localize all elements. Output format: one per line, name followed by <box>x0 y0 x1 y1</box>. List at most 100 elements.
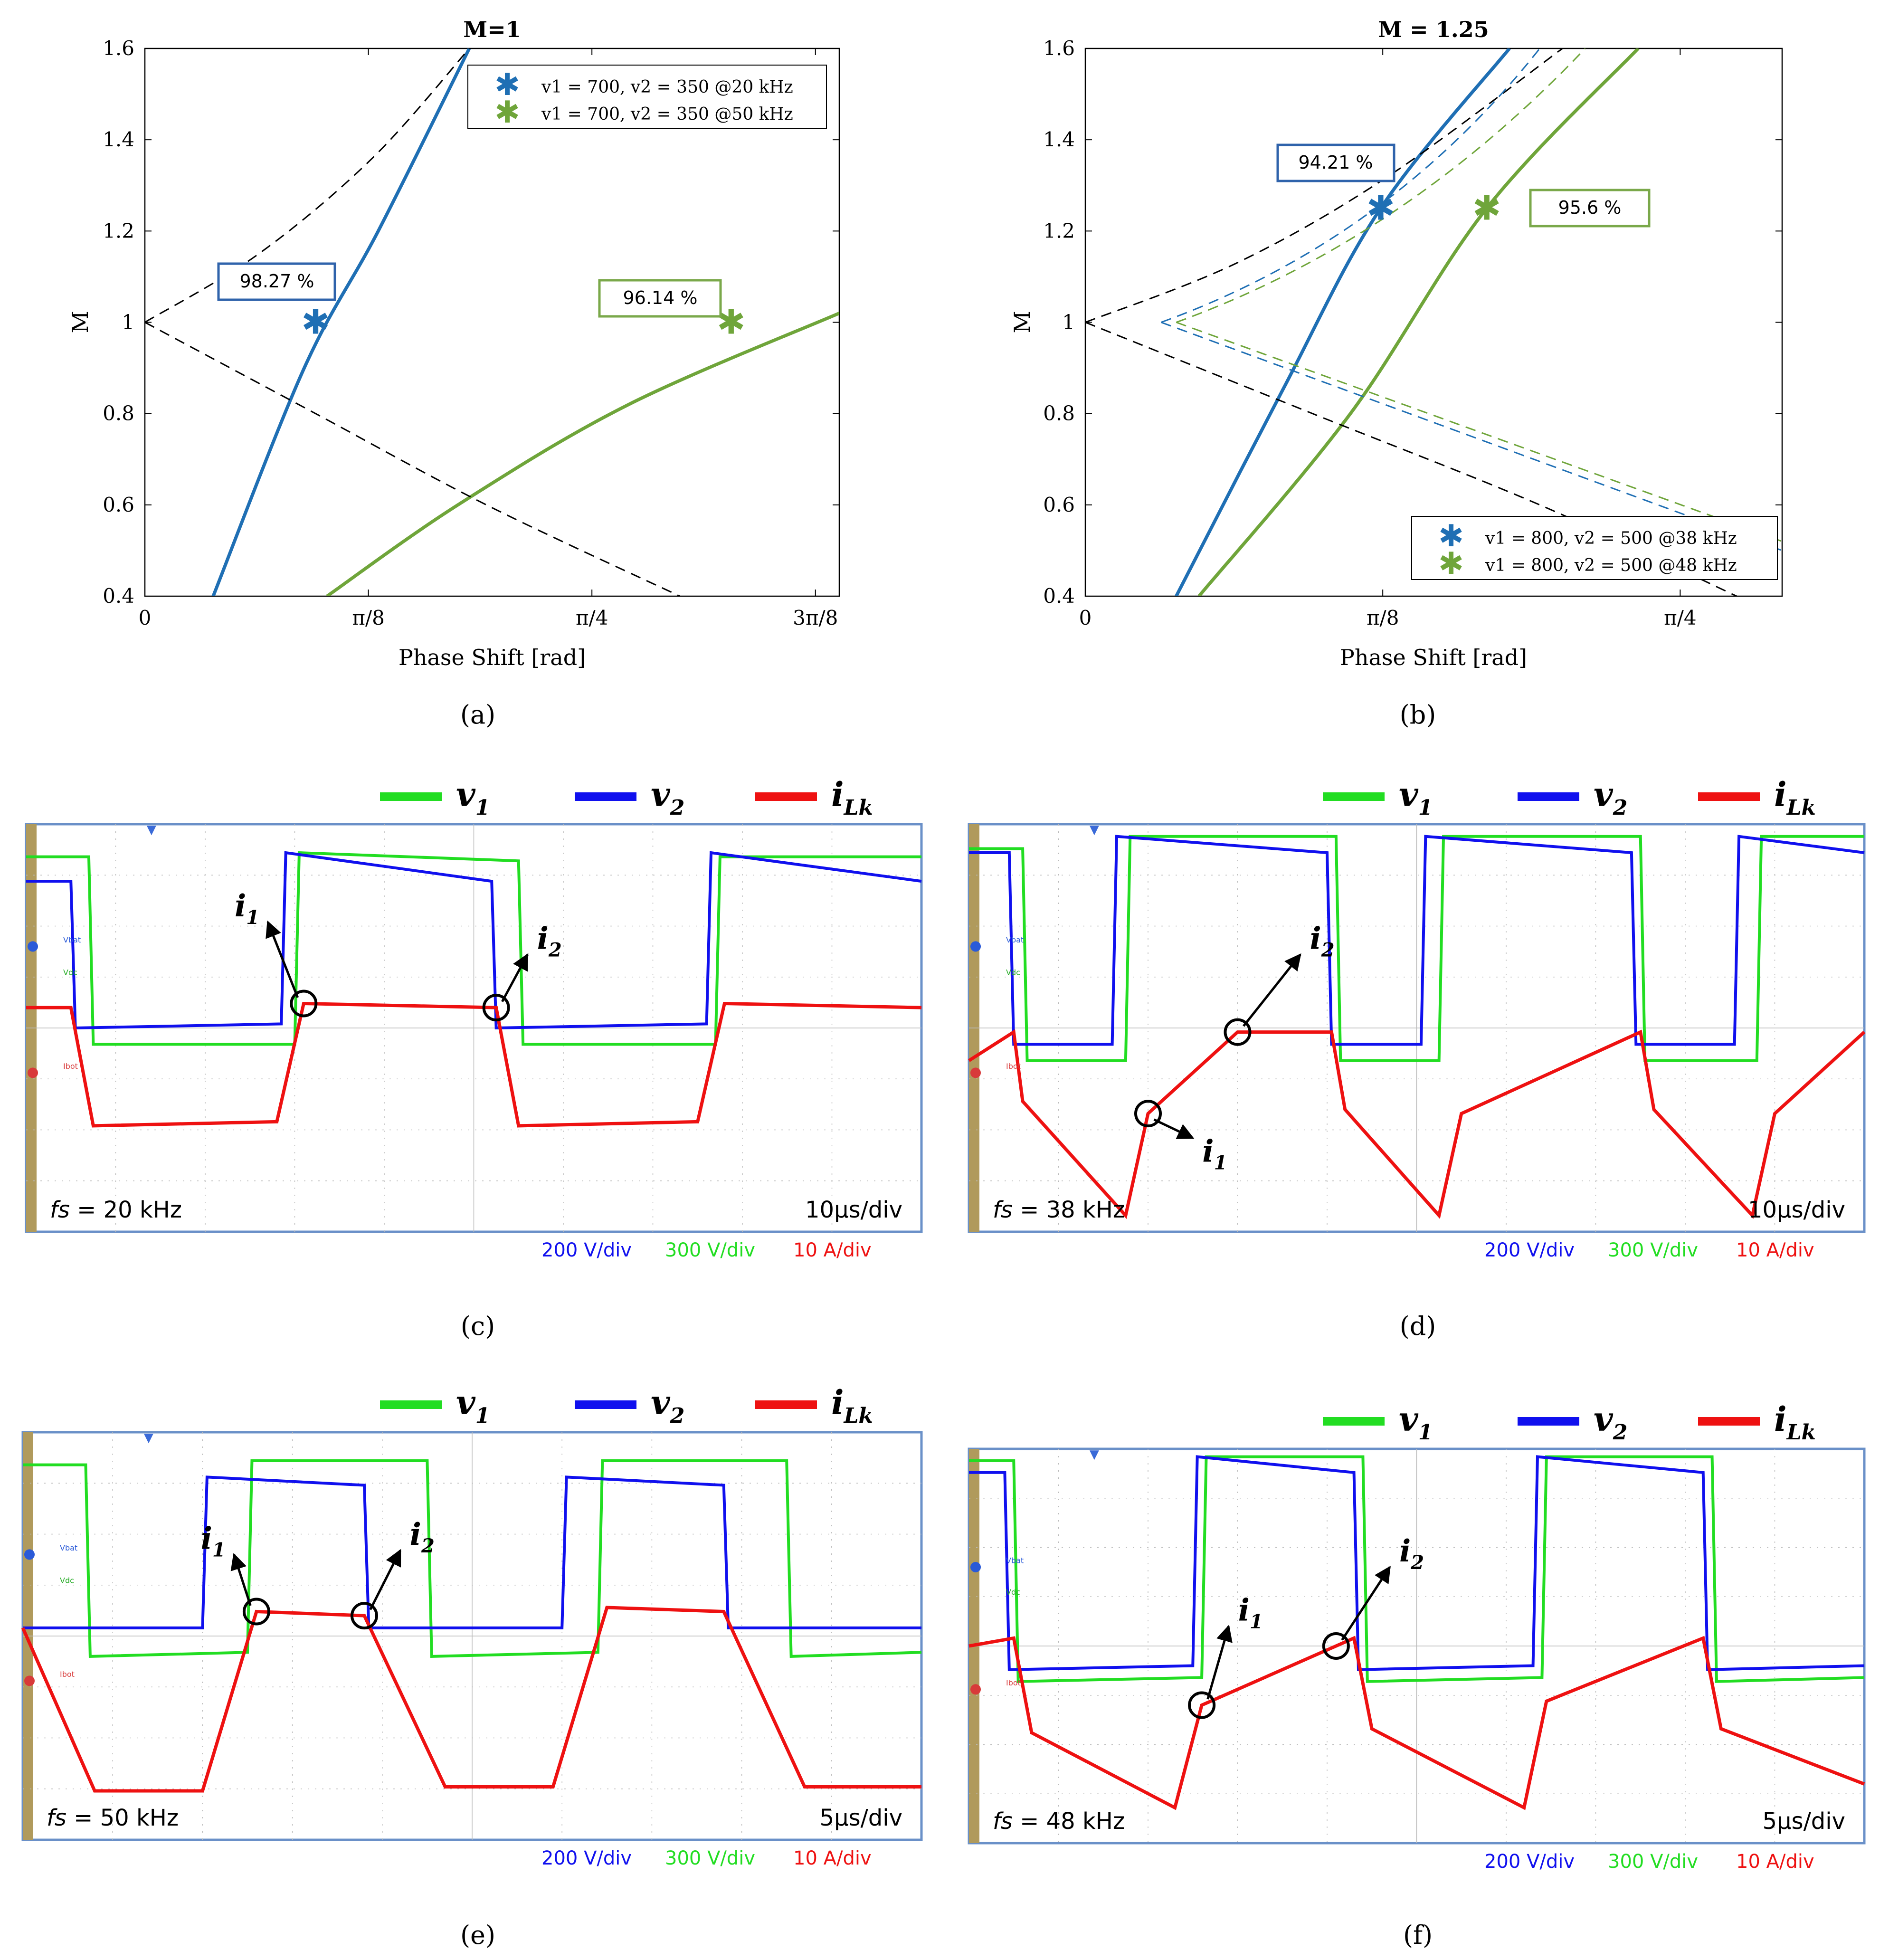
xtick-label-0-2: π/4 <box>576 606 608 629</box>
circle-i2-f <box>1322 1632 1350 1660</box>
annotation-box-b-green: 95.6 % <box>1529 189 1651 228</box>
label-i2-sub: 2 <box>421 1535 435 1557</box>
trace-v2-d <box>969 835 1865 1046</box>
label-i1-main: i <box>1202 1134 1214 1170</box>
chart-b: ✱ ✱ 0 π/8 π/40.40.60.811.21.41.6 M = 1.25 P… <box>1009 17 1783 730</box>
label-i2-main: i <box>1310 921 1321 957</box>
ch2-marker-f <box>970 1684 981 1695</box>
legend-a-marker-blue: ✱ <box>494 67 520 103</box>
legend-main-v1: v <box>1399 1399 1419 1439</box>
arrow-i2-c <box>501 953 529 1002</box>
xtick-label-1-1: π/8 <box>1367 606 1399 629</box>
ytick-label-1-0: 0.4 <box>1043 584 1075 608</box>
legend-label-v1-f: v1 <box>1399 1399 1433 1445</box>
annotation-box-b-blue: 94.21 % <box>1276 143 1395 182</box>
label-i2-main: i <box>537 921 549 957</box>
time-div-c: 10µs/div <box>805 1197 902 1223</box>
xlabel-a: Phase Shift [rad] <box>399 645 586 670</box>
ytick-label-1-2: 0.8 <box>1043 402 1075 425</box>
legend-b-marker-blue: ✱ <box>1438 519 1464 554</box>
helper-lower-1 <box>1176 322 1782 542</box>
legend-main-ilk: i <box>1774 1399 1787 1439</box>
series-group-b: ✱ ✱ <box>1085 48 1782 596</box>
i-label-e: Ibot <box>60 1670 75 1679</box>
scope-legend-e: v1 v2 iLk <box>380 1383 873 1428</box>
xtick-label-1-2: π/4 <box>1664 606 1696 629</box>
scale-i-d: 10 A/div <box>1736 1239 1814 1261</box>
legend-label-v2-e: v2 <box>651 1383 684 1428</box>
label-i1-f: i1 <box>1238 1593 1263 1633</box>
ch2-marker-c <box>28 1067 38 1078</box>
legend-main-ilk: i <box>831 775 844 814</box>
ytick-label-1-3: 1 <box>1062 311 1075 334</box>
scale-i-c: 10 A/div <box>793 1239 872 1261</box>
scale-v2-f: 200 V/div <box>1484 1851 1575 1873</box>
legend-sub-ilk: Lk <box>1786 796 1816 820</box>
fs-value: = 48 kHz <box>1013 1808 1125 1835</box>
legend-label-ilk-d: iLk <box>1774 775 1816 820</box>
legend-label-v2-f: v2 <box>1594 1399 1627 1445</box>
arrow-i2-d <box>1243 953 1301 1027</box>
helper-lower-0 <box>1160 322 1782 552</box>
xtick-label-0-1: π/8 <box>352 606 384 629</box>
legend-b: ✱ v1 = 800, v2 = 500 @38 kHz ✱ v1 = 800,… <box>1411 516 1778 581</box>
time-div-e: 5µs/div <box>820 1805 902 1831</box>
xtick-label-1-0: 0 <box>1079 606 1092 629</box>
legend-label-v1-c: v1 <box>456 775 490 820</box>
label-i2-sub: 2 <box>1410 1551 1424 1574</box>
annotation-a-blue: 98.27 % <box>240 271 314 292</box>
ticks-group-b: 0 π/8 π/4 0.4 0.6 0.8 1 1.2 1.4 1.6 <box>1043 37 1782 629</box>
circle-i2-c <box>482 994 510 1022</box>
trace-v1-f <box>969 1455 1865 1683</box>
chart-a: ✱ ✱ 0 π/8 π/4 3π/80.40.60.811.21.41.6 M=1 Ph… <box>67 17 840 730</box>
fs-prefix: fs <box>47 1805 66 1831</box>
scope-legend-d: v1 v2 iLk <box>1323 775 1816 820</box>
legend-label-v2-d: v2 <box>1594 775 1627 820</box>
legend-sub-ilk: Lk <box>1786 1420 1816 1445</box>
scale-v2-d: 200 V/div <box>1484 1239 1575 1261</box>
trace-ilk-f <box>968 1636 1865 1810</box>
fs-prefix: fs <box>993 1197 1013 1223</box>
legend-main-v1: v <box>456 1383 476 1422</box>
legend-main-v2: v <box>651 1383 671 1422</box>
ylabel-b: M <box>1009 311 1035 333</box>
arrow-i2-e <box>369 1549 401 1610</box>
legend-label-ilk-f: iLk <box>1774 1399 1816 1445</box>
legend-a: ✱ v1 = 700, v2 = 350 @20 kHz ✱ v1 = 700,… <box>467 65 827 130</box>
ch2-label-c: Vdc <box>63 968 77 977</box>
fs-label-c: fs = 20 kHz <box>50 1197 182 1223</box>
trace-ilk-c <box>26 1001 922 1128</box>
legend-main-ilk: i <box>831 1383 844 1422</box>
ytick-label-1-1: 0.6 <box>1043 493 1075 516</box>
label-i2-sub: 2 <box>548 939 562 961</box>
circle-i1-e <box>242 1598 270 1626</box>
label-i2-main: i <box>1399 1533 1411 1569</box>
circle-i1-f <box>1188 1691 1216 1719</box>
series-line-1-2 <box>1085 48 1563 323</box>
legend-a-label-green: v1 = 700, v2 = 350 @50 kHz <box>541 105 793 124</box>
legend-b-label-blue: v1 = 800, v2 = 500 @38 kHz <box>1485 529 1737 548</box>
helper-upper-1 <box>1176 48 1586 323</box>
fs-label-f: fs = 48 kHz <box>993 1808 1125 1835</box>
legend-main-v2: v <box>1594 1399 1614 1439</box>
series-line-0-1 <box>326 312 839 596</box>
scope-legend-c: v1 v2 iLk <box>380 775 873 820</box>
trace-v2-f <box>969 1455 1865 1671</box>
annotation-box-a-green: 96.14 % <box>598 279 722 318</box>
label-i2-d: i2 <box>1310 921 1334 961</box>
label-i1-main: i <box>235 888 246 924</box>
ytick-label-0-0: 0.4 <box>103 584 134 608</box>
ch1-label-f: Vbat <box>1006 1556 1024 1565</box>
trace-v2-e <box>23 1475 921 1629</box>
legend-sub-v1: 1 <box>475 1404 490 1428</box>
ch1-marker-e <box>24 1549 35 1560</box>
ch2-marker-d <box>970 1067 981 1078</box>
marker-1-0: ✱ <box>1367 188 1395 228</box>
ytick-label-0-5: 1.4 <box>103 128 134 151</box>
arrow-i1-c <box>266 920 299 998</box>
legend-a-marker-green: ✱ <box>494 95 520 130</box>
i-label-d: Ibot <box>1006 1062 1021 1071</box>
